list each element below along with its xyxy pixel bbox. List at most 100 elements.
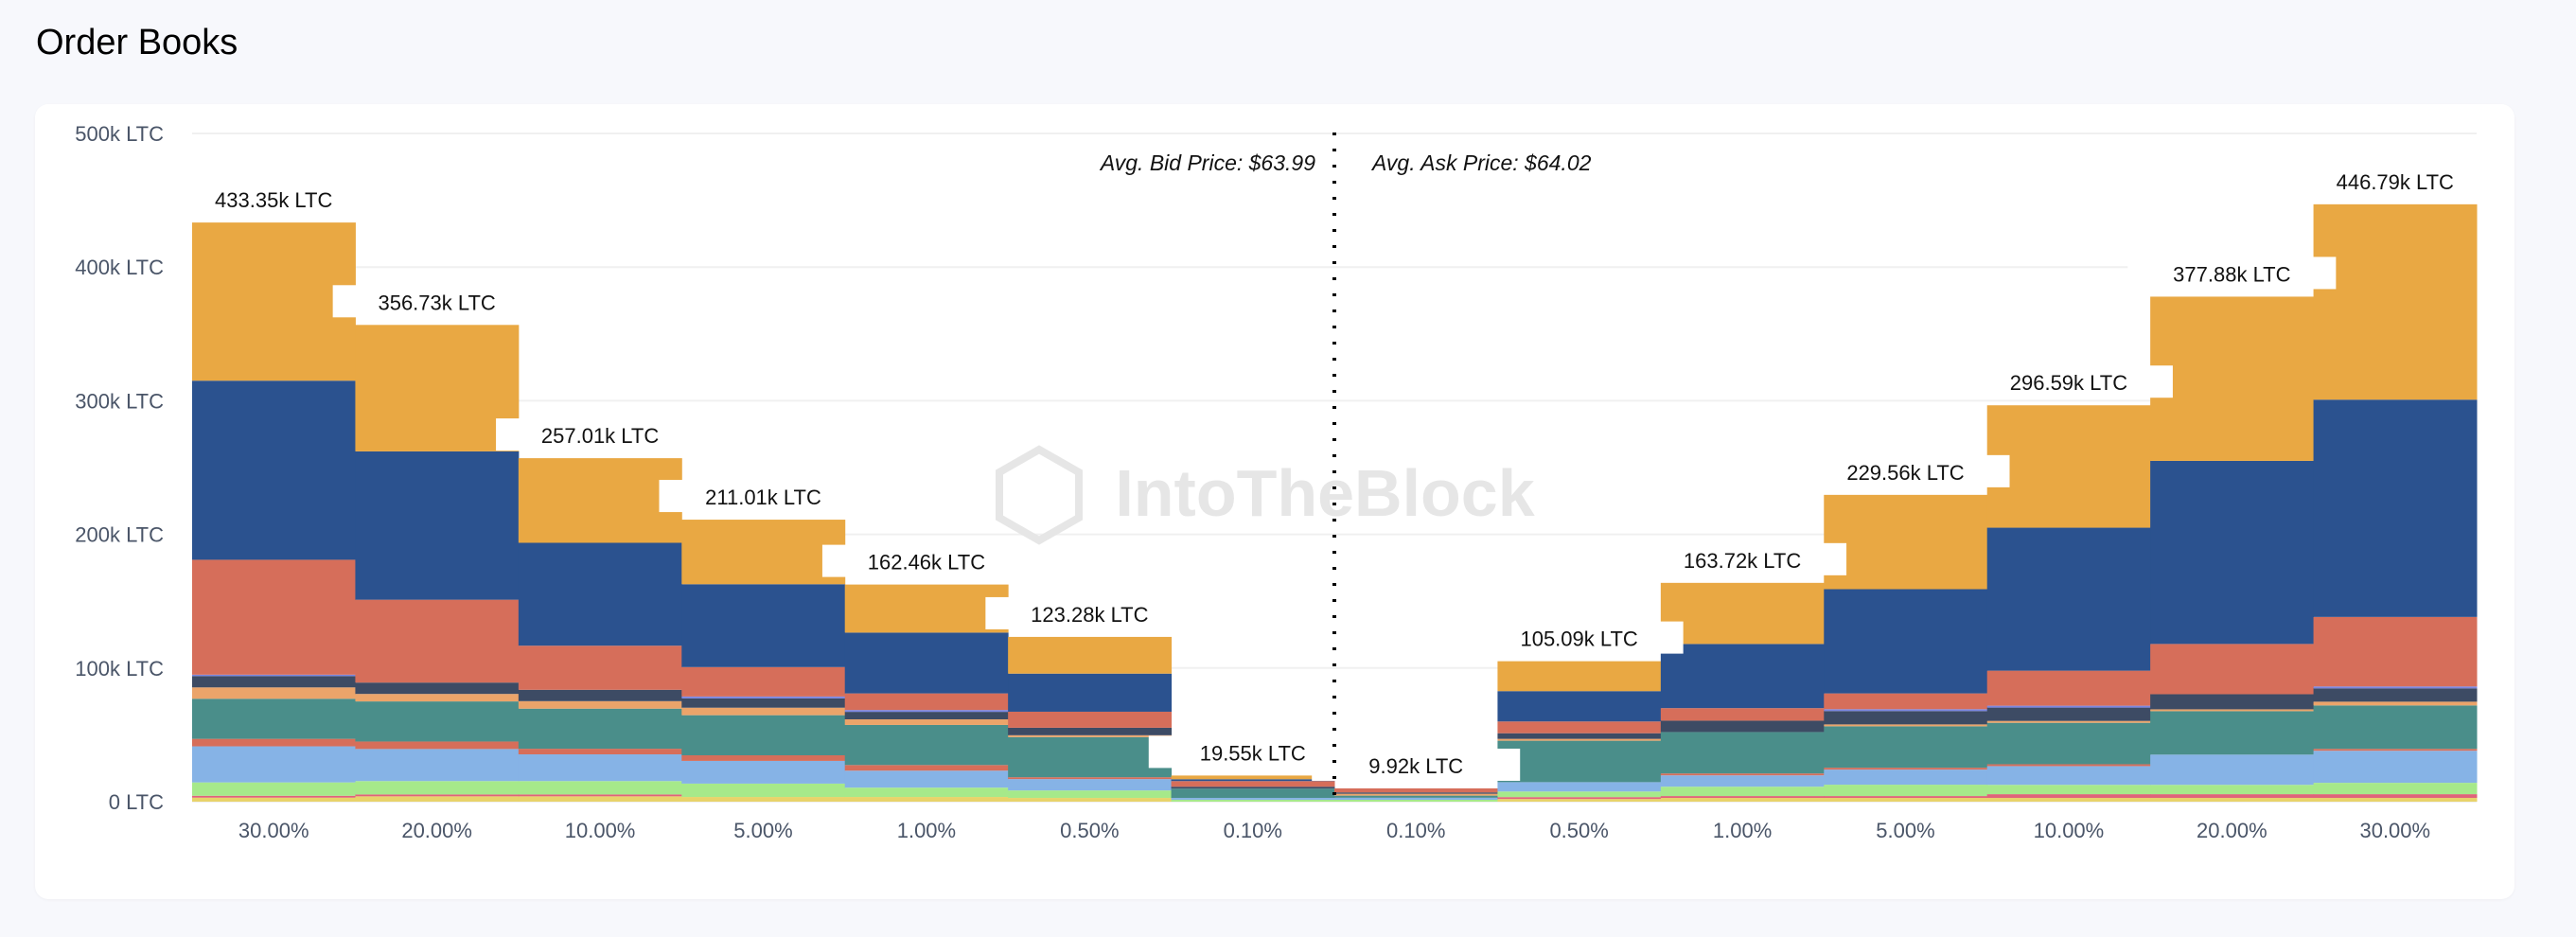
- ask-bar-segment: [1986, 794, 2151, 799]
- total-label: 19.55k LTC: [1200, 741, 1306, 765]
- ask-bar-segment: [1824, 796, 1988, 799]
- x-tick-label: 30.00%: [2359, 819, 2430, 842]
- bid-bar-segment: [355, 451, 520, 600]
- bid-bar-segment: [1171, 781, 1335, 787]
- total-label: 356.73k LTC: [378, 291, 495, 314]
- ask-bar-segment: [1497, 721, 1662, 734]
- ask-bar-segment: [2313, 616, 2478, 687]
- ask-bar-segment: [1824, 709, 1988, 712]
- ask-bar-segment: [1824, 711, 1988, 725]
- ask-bar-segment: [1824, 769, 1988, 786]
- bid-bar-segment: [681, 666, 846, 697]
- y-tick-label: 400k LTC: [75, 256, 164, 279]
- total-label: 211.01k LTC: [705, 486, 821, 509]
- bid-bar-segment: [1008, 727, 1173, 735]
- ask-bar-segment: [1986, 722, 2151, 765]
- ask-bar-segment: [2313, 794, 2478, 799]
- ask-bar-segment: [1986, 705, 2151, 708]
- bid-bar-segment: [844, 710, 1009, 713]
- bid-bar-segment: [681, 797, 846, 802]
- ask-bar-segment: [1986, 720, 2151, 723]
- total-label: 257.01k LTC: [541, 424, 659, 448]
- ask-bar-segment: [1660, 773, 1825, 776]
- y-tick-label: 100k LTC: [75, 657, 164, 681]
- ask-bar-segment: [1986, 764, 2151, 767]
- watermark-logo-icon: [996, 445, 1083, 545]
- bid-bar-segment: [518, 689, 682, 701]
- bid-bar-segment: [1171, 798, 1335, 801]
- total-label-bg: [332, 285, 541, 318]
- total-label-bg: [659, 480, 868, 513]
- bid-bar-segment: [681, 584, 846, 667]
- bid-bar-segment: [355, 599, 520, 683]
- watermark: IntoTheBlock: [1115, 456, 1534, 530]
- x-tick-label: 1.00%: [1713, 819, 1772, 842]
- bid-bar-segment: [1008, 779, 1173, 791]
- bid-bar-segment: [192, 782, 356, 796]
- x-tick-label: 1.00%: [897, 819, 956, 842]
- ask-bar-segment: [1660, 787, 1825, 797]
- ask-bar-segment: [1334, 799, 1498, 802]
- bid-bar-segment: [681, 707, 846, 716]
- y-tick-label: 200k LTC: [75, 523, 164, 547]
- ask-bar-segment: [2313, 203, 2478, 400]
- ask-bar-segment: [1497, 740, 1662, 783]
- x-tick-label: 30.00%: [238, 819, 309, 842]
- ask-bar-segment: [2313, 749, 2478, 751]
- ask-bar-segment: [1660, 732, 1825, 774]
- bid-bar-segment: [844, 765, 1009, 771]
- bid-bar-segment: [1008, 790, 1173, 799]
- total-label-bg: [2127, 256, 2337, 290]
- ask-bar-segment: [1824, 768, 1988, 770]
- ask-bar-segment: [2313, 751, 2478, 784]
- bid-bar-segment: [1008, 673, 1173, 712]
- bid-bar-segment: [681, 755, 846, 761]
- bid-bar-segment: [1171, 787, 1335, 789]
- total-label-bg: [2290, 165, 2499, 198]
- bid-bar-segment: [1171, 775, 1335, 780]
- bid-bar-segment: [1008, 736, 1173, 778]
- bid-bar-segment: [355, 794, 520, 797]
- ask-bar-segment: [2150, 785, 2315, 795]
- bid-bar-segment: [844, 632, 1009, 694]
- ask-bar-segment: [2313, 705, 2478, 750]
- x-tick-label: 0.10%: [1386, 819, 1445, 842]
- total-label: 433.35k LTC: [215, 188, 332, 212]
- ask-bar-segment: [1824, 494, 1988, 590]
- x-tick-label: 5.00%: [1876, 819, 1934, 842]
- ask-bar-segment: [1824, 726, 1988, 769]
- total-label-bg: [985, 596, 1194, 629]
- bid-bar-segment: [192, 746, 356, 783]
- bid-bar-segment: [355, 701, 520, 742]
- avg-bid-price: Avg. Bid Price: $63.99: [1099, 150, 1315, 175]
- ask-bar-segment: [2150, 296, 2315, 461]
- total-label: 105.09k LTC: [1520, 628, 1637, 651]
- ask-bar-segment: [2313, 688, 2478, 702]
- ask-bar-segment: [2313, 701, 2478, 706]
- x-tick-label: 0.50%: [1060, 819, 1119, 842]
- bid-bar-segment: [192, 676, 356, 688]
- total-label-bg: [1474, 621, 1684, 654]
- total-label-bg: [496, 418, 705, 451]
- ask-bar-segment: [1497, 738, 1662, 741]
- bid-bar-segment: [192, 738, 356, 747]
- bid-bar-segment: [844, 712, 1009, 720]
- bid-bar-segment: [355, 749, 520, 782]
- ask-bar-segment: [1497, 733, 1662, 739]
- ask-bar-segment: [2150, 794, 2315, 799]
- ask-bar-segment: [2313, 783, 2478, 795]
- ask-bar-segment: [2150, 754, 2315, 786]
- bid-bar-segment: [844, 693, 1009, 711]
- total-label: 9.92k LTC: [1368, 754, 1463, 778]
- ask-bar-segment: [2150, 711, 2315, 755]
- ask-bar-segment: [1824, 589, 1988, 694]
- bid-bar-segment: [1171, 800, 1335, 802]
- bid-bar-segment: [355, 796, 520, 802]
- bid-bar-segment: [518, 458, 682, 543]
- bid-bar-segment: [355, 781, 520, 795]
- total-label-bg: [1801, 454, 2010, 487]
- total-label: 377.88k LTC: [2173, 262, 2290, 286]
- bid-bar-segment: [844, 797, 1009, 802]
- ask-bar-segment: [1986, 766, 2151, 786]
- ask-bar-segment: [1824, 724, 1988, 727]
